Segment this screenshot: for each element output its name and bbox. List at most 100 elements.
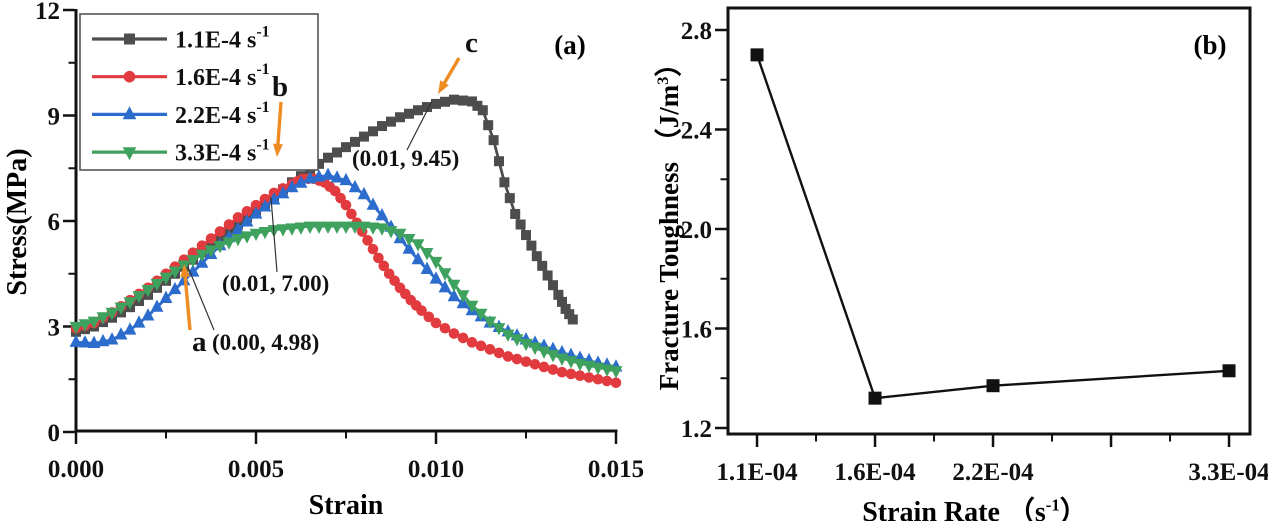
triangle-down-marker — [510, 334, 524, 347]
circle-marker — [448, 328, 460, 339]
triangle-up-marker — [375, 208, 389, 221]
panel-b-x-axis-title-close: ） — [1059, 497, 1088, 521]
triangle-up-marker — [258, 199, 272, 212]
square-marker — [467, 96, 477, 107]
panel-b-fracture-toughness-chart: 1.1E-04 1.6E-04 2.2E-04 3.3E-04 1.2 1.6 2.0 2.4… — [681, 6, 1268, 486]
panel-a-annotations: (0.01, 9.45) (0.01, 7.00) (0.00, 4.98)a b c — [180, 27, 478, 358]
triangle-up-marker — [186, 264, 200, 277]
y-tick-label: 0 — [48, 420, 61, 447]
square-marker — [548, 280, 558, 291]
triangle-down-marker — [150, 278, 164, 292]
square-marker — [1222, 364, 1236, 378]
triangle-down-marker — [312, 221, 326, 234]
leader-line — [406, 100, 433, 151]
triangle-down-marker — [276, 224, 290, 237]
triangle-down-marker — [393, 228, 407, 242]
legend-label-superscript: -1 — [256, 24, 269, 41]
legend-entry: 3.3E-4 s-1 — [92, 137, 270, 167]
square-marker — [515, 219, 526, 230]
circle-marker — [223, 219, 235, 230]
triangle-down-marker — [447, 279, 461, 292]
legend-label: 2.2E-4 s-1 — [175, 99, 270, 129]
triangle-down-marker — [438, 268, 452, 281]
square-marker — [458, 95, 468, 106]
triangle-down-marker — [402, 233, 416, 247]
leader-line — [187, 266, 215, 331]
triangle-down-marker — [213, 241, 227, 254]
x-tick-label: 1.6E-04 — [834, 459, 916, 486]
circle-marker — [232, 212, 244, 223]
y-tick-label: 1.6 — [681, 317, 712, 344]
y-tick-label: 2.0 — [681, 217, 712, 244]
triangle-down-marker — [537, 346, 551, 359]
series-line — [755, 54, 1230, 400]
circle-marker — [250, 199, 262, 211]
square-marker — [531, 251, 542, 262]
triangle-down-marker — [186, 255, 200, 268]
circle-marker — [484, 344, 496, 355]
triangle-down-marker — [366, 222, 380, 235]
circle-marker — [529, 359, 541, 370]
square-marker — [377, 121, 387, 132]
circle-marker — [538, 361, 550, 373]
point-annotation: (0.01, 9.45) — [352, 146, 459, 171]
circle-marker — [378, 260, 390, 272]
triangle-up-marker — [348, 179, 362, 193]
square-marker — [404, 108, 414, 119]
triangle-up-marker — [285, 179, 299, 193]
circle-marker — [123, 70, 136, 83]
square-marker — [449, 94, 459, 105]
y-tick-label: 1.2 — [681, 416, 712, 443]
legend-label-superscript: -1 — [256, 137, 269, 154]
legend-label-superscript: -1 — [256, 99, 269, 116]
leader-line — [270, 197, 278, 273]
square-marker — [499, 177, 510, 188]
legend-entry: 2.2E-4 s-1 — [92, 99, 270, 129]
square-marker — [560, 303, 571, 314]
panel-b-y-axis-title-sup: 3 — [654, 76, 672, 85]
circle-marker — [475, 340, 487, 352]
triangle-up-marker — [105, 332, 119, 345]
triangle-down-marker — [105, 307, 119, 321]
triangle-up-marker — [141, 308, 155, 321]
x-tick-label: 0.000 — [48, 456, 104, 483]
triangle-down-marker — [114, 302, 128, 315]
triangle-up-marker — [312, 169, 326, 182]
triangle-down-marker — [546, 350, 560, 363]
square-marker — [431, 98, 441, 109]
circle-marker — [196, 240, 208, 251]
circle-marker — [466, 337, 478, 348]
triangle-down-marker — [330, 221, 344, 234]
panel-b-label: (b) — [1193, 30, 1227, 60]
panel-a-label: (a) — [554, 30, 586, 60]
square-marker — [488, 135, 499, 146]
legend-label: 3.3E-4 s-1 — [175, 137, 270, 167]
triangle-up-marker — [114, 327, 128, 340]
circle-marker — [241, 206, 253, 217]
panel-a-x-axis-title: Strain — [308, 490, 384, 521]
square-marker — [750, 48, 764, 62]
circle-marker — [367, 243, 379, 255]
circle-marker — [214, 226, 226, 237]
legend-label-superscript: -1 — [256, 61, 269, 78]
triangle-down-marker — [492, 323, 506, 336]
triangle-down-marker — [249, 228, 263, 242]
square-marker — [557, 296, 567, 307]
circle-marker — [547, 364, 559, 375]
triangle-down-marker — [231, 233, 245, 247]
square-marker — [124, 33, 135, 45]
triangle-up-marker — [420, 261, 434, 274]
triangle-up-marker — [78, 335, 92, 348]
square-marker — [986, 379, 1000, 393]
y-tick-label: 3 — [48, 315, 61, 342]
triangle-up-marker — [438, 280, 452, 293]
square-marker — [542, 270, 553, 281]
triangle-up-marker — [294, 175, 308, 188]
triangle-down-marker — [303, 221, 317, 234]
panel-b-x-axis-title-sup: -1 — [1045, 495, 1060, 515]
square-marker — [868, 391, 882, 405]
panel-a-stress-strain-chart: 0.000 0.005 0.010 0.015 0 3 6 9 12 1.1E-4 s-1 1.6E… — [35, 0, 644, 483]
triangle-down-marker — [294, 222, 308, 235]
triangle-up-marker — [276, 186, 290, 199]
square-marker — [537, 260, 548, 271]
